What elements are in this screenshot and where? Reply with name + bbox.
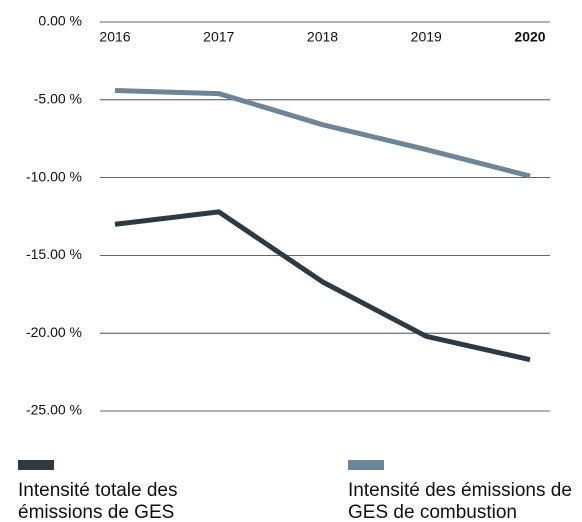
y-tick-label: -20.00 % <box>26 324 82 340</box>
y-tick-label: -5.00 % <box>34 91 82 107</box>
x-tick-label: 2017 <box>203 29 234 45</box>
legend-item: Intensité des émissions de GES de combus… <box>348 460 582 522</box>
legend-swatch <box>18 460 54 470</box>
chart: 0.00 % -5.00 % -10.00 % -15.00 % -20.00 % -25… <box>26 13 550 418</box>
series-line <box>114 87 531 179</box>
x-tick-label: 2018 <box>307 29 338 45</box>
y-tick-label: -10.00 % <box>26 168 82 184</box>
x-tick-label: 2020 <box>514 29 545 45</box>
y-tick-label: -25.00 % <box>26 402 82 418</box>
legend-label: Intensité totale des émissions de GES <box>18 480 178 522</box>
x-tick-label: 2016 <box>99 29 130 45</box>
y-tick-label: -15.00 % <box>26 246 82 262</box>
legend-label: Intensité des émissions de GES de combus… <box>348 480 572 522</box>
series-line <box>114 209 531 363</box>
legend-item: Intensité totale des émissions de GES <box>18 460 238 522</box>
y-tick-label: 0.00 % <box>38 13 82 29</box>
legend-swatch <box>348 460 384 470</box>
x-tick-label: 2019 <box>411 29 442 45</box>
